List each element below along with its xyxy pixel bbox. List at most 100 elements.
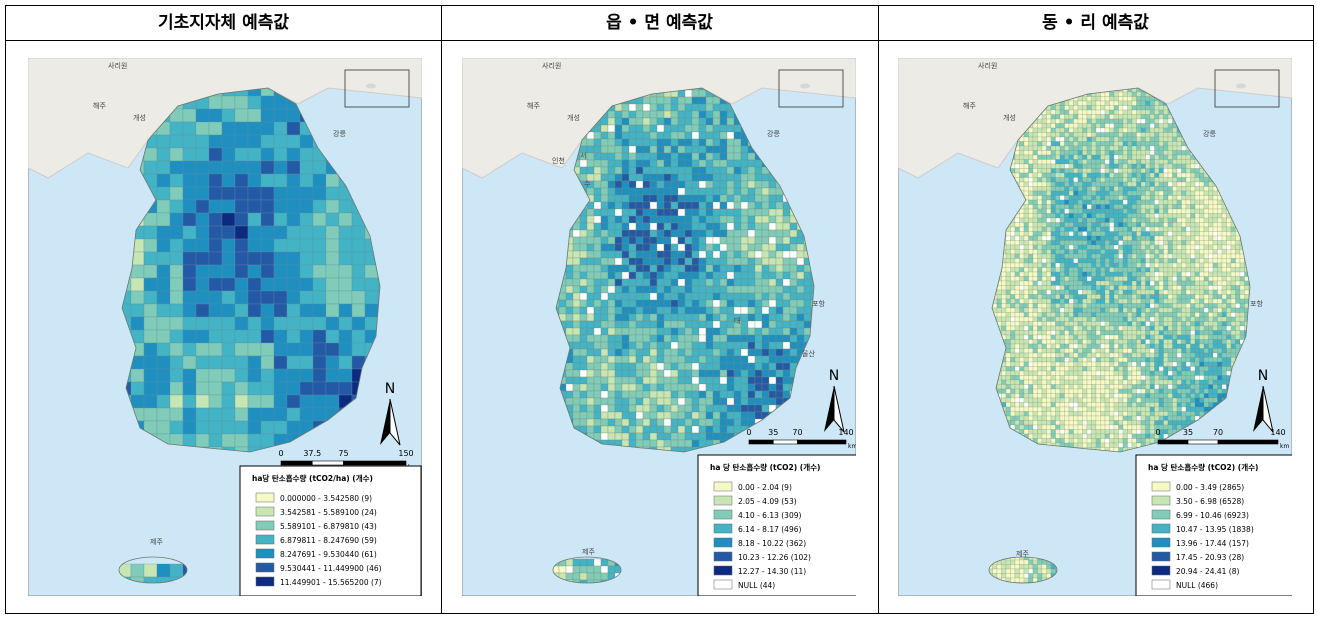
region xyxy=(607,250,616,259)
region xyxy=(621,369,630,378)
region xyxy=(649,404,658,413)
region xyxy=(586,250,595,259)
region xyxy=(656,334,665,343)
region xyxy=(600,355,609,364)
region xyxy=(593,383,602,392)
region xyxy=(1019,145,1025,151)
region xyxy=(782,362,791,371)
region xyxy=(607,397,616,406)
region xyxy=(1014,150,1020,156)
region xyxy=(705,138,714,147)
region xyxy=(1082,199,1088,205)
region xyxy=(663,180,672,189)
region xyxy=(726,201,735,210)
region xyxy=(338,342,353,357)
region xyxy=(740,145,749,154)
region xyxy=(698,250,707,259)
region xyxy=(600,187,609,196)
region xyxy=(712,208,721,217)
region xyxy=(1032,127,1038,133)
region xyxy=(1172,204,1178,210)
region xyxy=(649,173,658,182)
region xyxy=(1077,150,1083,156)
region xyxy=(705,257,714,266)
region xyxy=(600,306,609,315)
region xyxy=(663,432,672,441)
region xyxy=(1131,96,1137,102)
region xyxy=(663,425,672,434)
region xyxy=(286,134,301,149)
region xyxy=(1118,132,1124,138)
region xyxy=(628,208,637,217)
region xyxy=(1073,105,1079,111)
region xyxy=(649,341,658,350)
region xyxy=(1023,150,1029,156)
region xyxy=(600,558,609,567)
region xyxy=(726,215,735,224)
region xyxy=(286,121,301,136)
region xyxy=(642,383,651,392)
region xyxy=(621,243,630,252)
region xyxy=(1064,127,1070,133)
region xyxy=(768,313,777,322)
region xyxy=(670,376,679,385)
region xyxy=(234,186,249,201)
region xyxy=(607,187,616,196)
region xyxy=(1041,172,1047,178)
region xyxy=(1203,177,1209,183)
region xyxy=(789,250,798,259)
region xyxy=(635,215,644,224)
region xyxy=(614,278,623,287)
region xyxy=(1113,208,1119,214)
place-label: 사리원 xyxy=(108,61,127,70)
region xyxy=(1163,150,1169,156)
region xyxy=(663,96,672,105)
region xyxy=(656,166,665,175)
region xyxy=(572,418,581,427)
region xyxy=(1145,163,1151,169)
region xyxy=(586,418,595,427)
region xyxy=(754,278,763,287)
region xyxy=(1199,213,1205,219)
region xyxy=(726,313,735,322)
region xyxy=(1158,217,1164,223)
region xyxy=(649,397,658,406)
region xyxy=(628,187,637,196)
region xyxy=(338,355,353,370)
legend-swatch xyxy=(713,537,733,548)
region xyxy=(1091,100,1097,106)
region xyxy=(1091,114,1097,120)
region xyxy=(754,243,763,252)
region xyxy=(234,407,249,422)
region xyxy=(782,285,791,294)
region xyxy=(600,348,609,357)
region xyxy=(789,229,798,238)
region xyxy=(1050,190,1056,196)
region xyxy=(1176,159,1182,165)
region xyxy=(1145,127,1151,133)
region xyxy=(1019,168,1025,174)
region xyxy=(247,160,262,175)
region xyxy=(364,277,379,292)
region xyxy=(1149,172,1155,178)
region xyxy=(642,257,651,266)
region xyxy=(628,145,637,154)
region xyxy=(1127,159,1133,165)
region xyxy=(1055,105,1061,111)
region xyxy=(593,390,602,399)
region xyxy=(286,264,301,279)
region xyxy=(1194,172,1200,178)
region xyxy=(607,425,616,434)
region xyxy=(1046,159,1052,165)
region xyxy=(312,368,327,383)
region xyxy=(670,124,679,133)
region xyxy=(663,418,672,427)
region xyxy=(1158,222,1164,228)
region xyxy=(1158,150,1164,156)
region xyxy=(169,342,184,357)
region xyxy=(635,320,644,329)
region xyxy=(1140,150,1146,156)
region xyxy=(1136,186,1142,192)
region xyxy=(733,208,742,217)
region xyxy=(1136,204,1142,210)
